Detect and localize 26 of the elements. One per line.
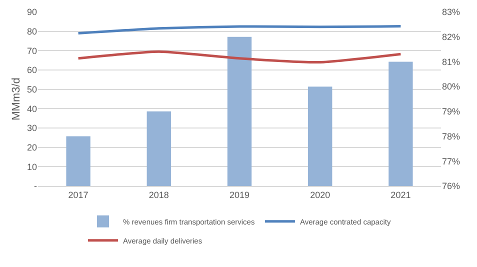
- y-tick-label: 50: [26, 84, 37, 94]
- y2-tick-label: 79%: [442, 106, 460, 117]
- line-series: [77, 50, 402, 64]
- x-tick-label: 2019: [229, 190, 250, 200]
- x-tick-label: 2020: [310, 190, 330, 200]
- y-tick-label: 10: [26, 162, 37, 172]
- y2-tick-label: 81%: [442, 56, 460, 67]
- line-series: [77, 25, 402, 35]
- y-tick-label: -: [34, 181, 37, 192]
- y2-tick-label: 76%: [442, 181, 460, 192]
- y-tick-label: 90: [26, 7, 37, 18]
- y-tick-label: 20: [26, 142, 37, 152]
- y-tick-label: 70: [26, 46, 37, 56]
- x-tick-label: 2017: [68, 190, 88, 200]
- x-tick-label: 2018: [148, 190, 169, 200]
- y2-tick-label: 82%: [442, 32, 460, 42]
- y2-tick-label: 77%: [442, 156, 460, 166]
- y-tick-label: 80: [26, 26, 37, 36]
- y-axis-title: MMm3/d: [10, 78, 23, 120]
- y2-tick-label: 80%: [442, 82, 460, 92]
- y-tick-label: 40: [26, 104, 37, 114]
- y-tick-label: 60: [26, 65, 37, 76]
- y-tick-label: 30: [26, 123, 37, 134]
- y2-tick-label: 78%: [442, 131, 460, 142]
- y2-tick-label: 83%: [442, 7, 460, 18]
- x-tick-label: 2021: [390, 190, 411, 200]
